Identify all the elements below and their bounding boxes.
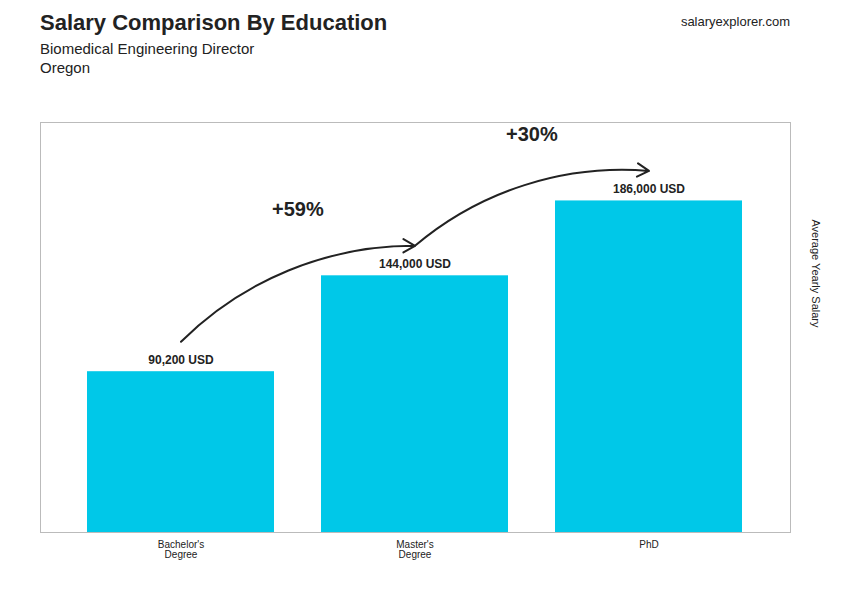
svg-text:PhD: PhD <box>639 539 658 550</box>
html-text:Biomedical Engineering Directo: Biomedical Engineering Director <box>40 40 255 57</box>
svg-text:Bachelor'sDegree: Bachelor'sDegree <box>158 539 204 560</box>
svg-text:+30%: +30% <box>506 123 558 145</box>
html-text:Salary Comparison By Education: Salary Comparison By Education <box>40 10 388 35</box>
svg-text:Average Yearly Salary: Average Yearly Salary <box>810 219 822 328</box>
svg-text:90,200 USD: 90,200 USD <box>148 353 214 367</box>
html-text:salaryexplorer.com: salaryexplorer.com <box>680 14 790 29</box>
svg-text:Master'sDegree: Master'sDegree <box>396 539 433 560</box>
svg-text:+59%: +59% <box>272 198 324 220</box>
svg-text:144,000 USD: 144,000 USD <box>379 257 451 271</box>
html-text:Oregon: Oregon <box>40 59 90 76</box>
svg-text:186,000 USD: 186,000 USD <box>613 182 685 196</box>
